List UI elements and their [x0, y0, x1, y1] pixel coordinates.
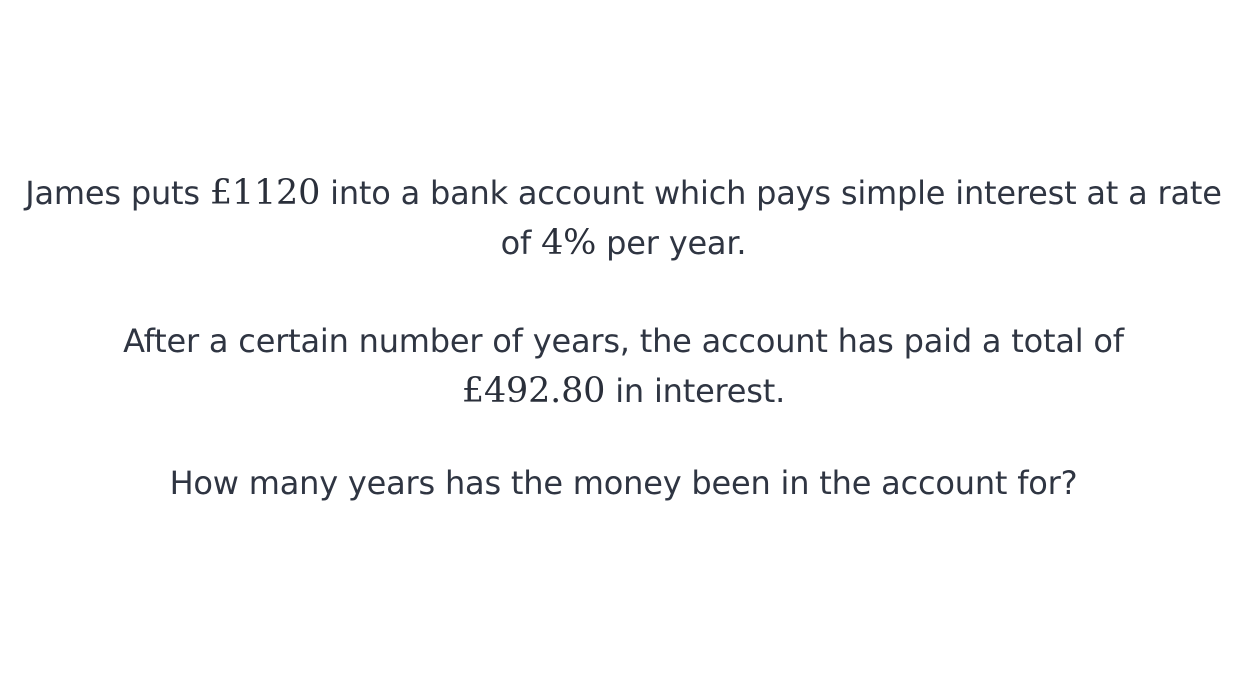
- question-prompt: How many years has the money been in the…: [169, 464, 1078, 502]
- principal-amount: £1120: [209, 173, 321, 213]
- problem-statement: James puts £1120 into a bank account whi…: [19, 168, 1229, 268]
- interest-text-1: After a certain number of years, the acc…: [123, 322, 1124, 360]
- interest-amount: £492.80: [461, 371, 606, 411]
- question-card: James puts £1120 into a bank account whi…: [0, 168, 1247, 508]
- statement-text-3: per year.: [596, 224, 747, 262]
- statement-text-2: into a bank account which pays simple in…: [320, 174, 1222, 262]
- interest-text-2: in interest.: [605, 372, 786, 410]
- interest-rate: 4%: [541, 223, 597, 263]
- statement-text-1: James puts: [25, 174, 210, 212]
- interest-statement: After a certain number of years, the acc…: [84, 316, 1164, 416]
